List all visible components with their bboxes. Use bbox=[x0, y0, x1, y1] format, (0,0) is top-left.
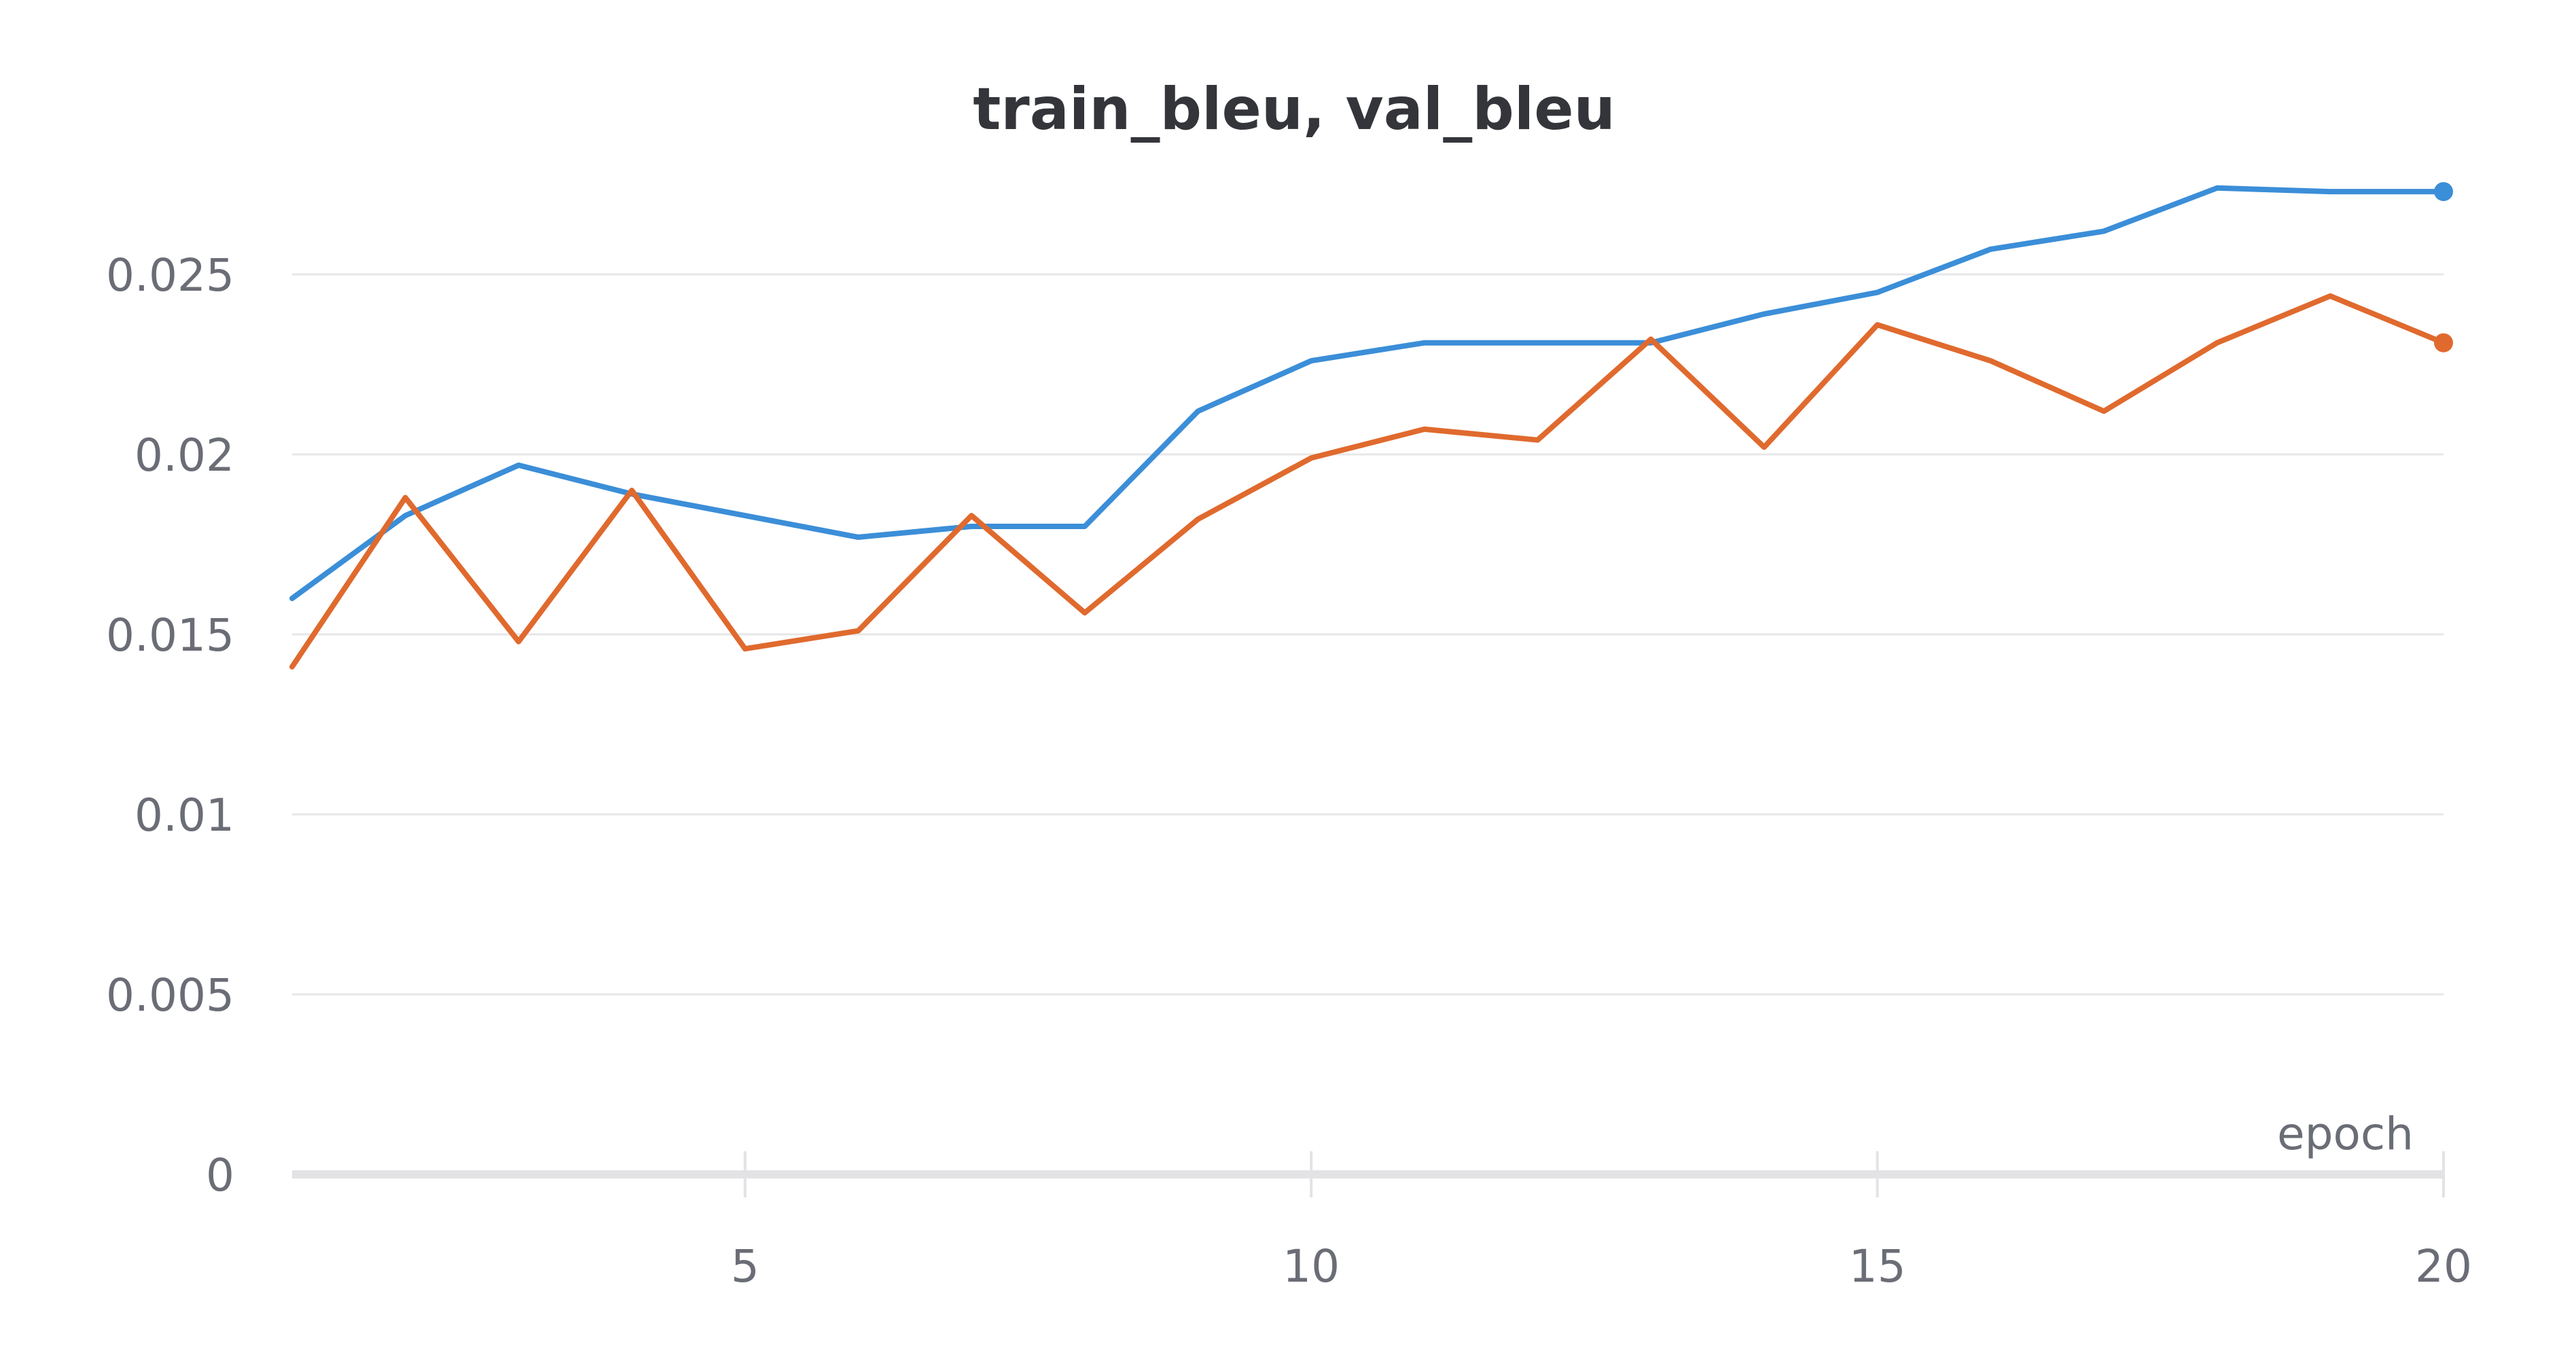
axes bbox=[292, 1151, 2445, 1197]
series-end-point bbox=[2434, 182, 2453, 202]
series-lines bbox=[289, 182, 2453, 670]
x-tick-label: 10 bbox=[1283, 1240, 1340, 1293]
series-line bbox=[289, 185, 2446, 601]
y-tick-label: 0.02 bbox=[135, 429, 234, 482]
y-tick-label: 0 bbox=[206, 1149, 234, 1202]
tick-labels: 0 0.005 0.01 0.015 0.02 0.025 5 10 15 20 bbox=[106, 249, 2472, 1293]
chart-title: train_bleu, val_bleu bbox=[973, 75, 1615, 143]
series-line bbox=[289, 293, 2446, 670]
y-tick-label: 0.01 bbox=[135, 789, 234, 842]
gridlines bbox=[292, 273, 2444, 996]
series-end-point bbox=[2434, 333, 2453, 353]
x-axis-label: epoch bbox=[2277, 1108, 2414, 1160]
x-tick-label: 20 bbox=[2415, 1240, 2472, 1293]
x-tick-label: 5 bbox=[731, 1240, 759, 1293]
y-tick-label: 0.025 bbox=[106, 249, 234, 302]
y-tick-label: 0.015 bbox=[106, 609, 234, 662]
x-tick-label: 15 bbox=[1849, 1240, 1906, 1293]
y-tick-label: 0.005 bbox=[106, 969, 234, 1022]
